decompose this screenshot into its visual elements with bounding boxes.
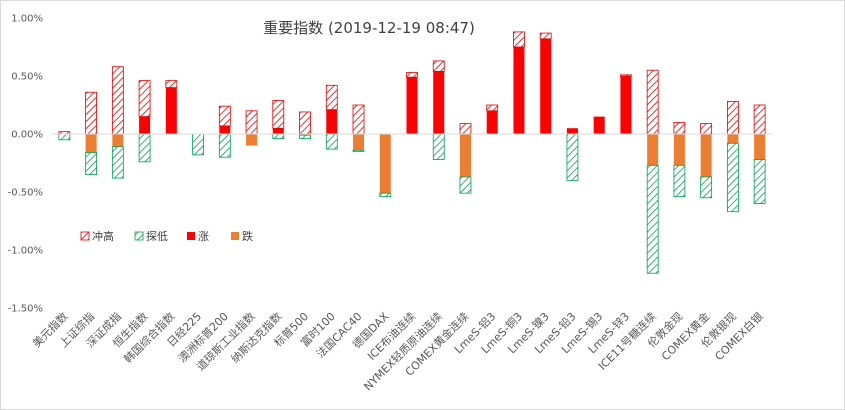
y-axis: 1.00% 0.50% 0.00% -0.50% -1.00% -1.50% (8, 14, 43, 315)
bar-low (138, 133, 151, 163)
bar-rise (513, 47, 525, 134)
bar-low (432, 133, 445, 160)
bar-rise (566, 128, 578, 134)
bar-low (726, 142, 739, 213)
legend-label: 冲高 (92, 229, 114, 243)
bar-rise (406, 77, 418, 134)
bar-fall (727, 134, 739, 144)
bar-high (165, 80, 178, 88)
bar-low (753, 159, 766, 205)
bar-rise (593, 116, 605, 134)
bar-high (459, 123, 472, 135)
bar-low (85, 152, 98, 175)
bar-high (406, 72, 418, 78)
y-tick-label: -1.00% (8, 246, 43, 257)
bar-rise (139, 116, 151, 134)
bar-fall (299, 134, 311, 136)
bar-high (432, 60, 445, 72)
y-tick-label: -0.50% (8, 188, 43, 199)
bar-low (272, 133, 285, 140)
bar-fall (112, 134, 124, 147)
bar-rise (486, 110, 498, 134)
x-axis: 美元指数上证综指深证成指恒生指数韩国综合指数日经225澳洲标普200道琼斯工业指… (29, 309, 765, 393)
legend-label: 跌 (242, 229, 253, 243)
bar-low (192, 133, 204, 156)
legend-swatch (134, 231, 144, 241)
bar-high (138, 80, 151, 117)
chart-title: 重要指数 (2019-12-19 08:47) (263, 19, 475, 37)
bar-high (111, 66, 124, 135)
bar-low (352, 149, 365, 152)
bar-high (700, 123, 713, 135)
bar-fall (647, 134, 659, 166)
y-tick-label: 0.50% (11, 72, 43, 83)
bar-high (352, 104, 365, 135)
bar-high (673, 122, 686, 135)
bar-high (325, 84, 338, 111)
bar-rise (540, 38, 552, 134)
bar-fall (379, 134, 391, 194)
bar-high (539, 32, 552, 40)
bar-low (379, 192, 392, 198)
bar-low (58, 133, 71, 141)
bar-high (272, 99, 285, 129)
bar-rise (272, 128, 284, 134)
legend-swatch (187, 232, 195, 240)
legend-label: 探低 (146, 230, 168, 243)
bar-high (299, 111, 311, 135)
legend: 冲高 探低 涨 跌 (80, 229, 253, 243)
bar-rise (165, 87, 177, 134)
bar-high (646, 69, 659, 135)
bar-high (620, 74, 632, 77)
bar-low (700, 176, 713, 199)
bar-high (486, 104, 499, 112)
bar-high (753, 104, 766, 135)
bar-low (111, 146, 124, 179)
bar-rise (433, 71, 445, 134)
bar-high (513, 31, 525, 48)
y-tick-label: -1.50% (8, 304, 43, 315)
plot-area (58, 31, 766, 274)
bar-fall (246, 134, 258, 146)
bar-high (85, 91, 98, 135)
bar-rise (219, 125, 231, 134)
bar-fall (353, 134, 365, 151)
y-tick-label: 1.00% (11, 14, 43, 25)
bar-low (299, 134, 311, 140)
bar-high (218, 105, 231, 127)
bar-low (673, 164, 686, 198)
y-tick-label: 0.00% (11, 130, 43, 141)
bar-fall (673, 134, 685, 166)
bar-low (218, 133, 231, 158)
bar-low (459, 176, 472, 194)
bar-low (646, 164, 659, 274)
bar-high (245, 110, 258, 135)
legend-label: 涨 (198, 230, 209, 243)
legend-swatch (231, 232, 239, 240)
legend-swatch (80, 231, 90, 241)
bar-fall (700, 134, 712, 177)
bar-high (726, 101, 739, 135)
bar-fall (754, 134, 766, 160)
bar-fall (85, 134, 97, 153)
bar-low (566, 133, 579, 181)
bar-rise (620, 76, 632, 134)
bar-fall (459, 134, 471, 177)
bar-low (325, 133, 338, 150)
bar-rise (326, 109, 338, 134)
